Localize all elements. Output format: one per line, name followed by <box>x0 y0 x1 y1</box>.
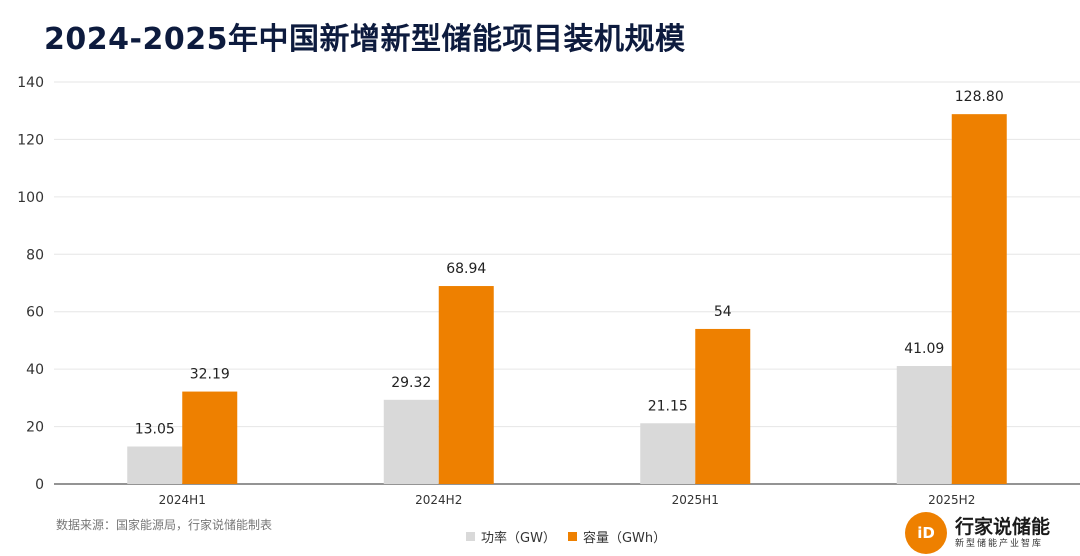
brand-text: 行家说储能 新型储能产业智库 <box>955 516 1050 550</box>
y-tick-label: 140 <box>17 75 44 91</box>
legend-item-capacity: 容量（GWh） <box>567 527 667 546</box>
legend-label-power: 功率（GW） <box>481 531 556 546</box>
y-tick-label: 80 <box>26 247 44 263</box>
bar-capacity <box>695 328 751 484</box>
brand-logo: iD 行家说储能 新型储能产业智库 <box>905 512 1050 554</box>
y-tick-label: 120 <box>17 132 44 148</box>
bar-power <box>896 366 952 484</box>
bar-capacity <box>182 391 238 484</box>
legend-item-power: 功率（GW） <box>466 527 556 546</box>
x-axis-ticks: 2024H1 2024H2 2025H1 2025H2 <box>159 493 976 507</box>
y-axis-ticks: 0 20 40 60 80 100 120 140 <box>17 75 44 493</box>
data-labels: 13.05 32.19 29.32 68.94 21.15 54 41.09 128.80 <box>135 89 1004 437</box>
data-label-power: 41.09 <box>904 341 944 357</box>
source-note: 数据来源：国家能源局，行家说储能制表 <box>56 518 273 532</box>
legend-label-capacity: 容量（GWh） <box>582 531 667 546</box>
data-label-power: 29.32 <box>391 375 431 391</box>
legend: 功率（GW） 容量（GWh） <box>466 527 678 546</box>
bar-capacity <box>438 286 494 484</box>
data-label-capacity: 54 <box>714 304 732 320</box>
y-tick-label: 100 <box>17 190 44 206</box>
bar-power <box>383 399 439 484</box>
data-label-capacity: 128.80 <box>955 89 1004 105</box>
legend-swatch-power <box>466 532 475 541</box>
data-label-capacity: 32.19 <box>190 367 230 383</box>
y-tick-label: 20 <box>26 420 44 436</box>
x-tick-label: 2025H1 <box>672 493 719 507</box>
y-tick-label: 40 <box>26 362 44 378</box>
x-tick-label: 2025H2 <box>928 493 975 507</box>
bar-chart: 0 20 40 60 80 100 120 140 13.05 32.19 29.32 68.94 2… <box>17 75 1080 507</box>
bar-power <box>640 423 696 484</box>
bar-power <box>127 446 183 484</box>
brand-mark-icon: iD <box>905 512 947 554</box>
bars <box>127 114 1007 484</box>
y-tick-label: 60 <box>26 305 44 321</box>
y-tick-label: 0 <box>35 477 44 493</box>
bar-capacity <box>951 114 1007 484</box>
brand-name: 行家说储能 <box>955 516 1051 538</box>
data-label-power: 13.05 <box>135 422 175 438</box>
chart-title: 2024-2025年中国新增新型储能项目装机规模 <box>44 22 686 57</box>
data-label-power: 21.15 <box>648 398 688 414</box>
legend-swatch-capacity <box>567 532 577 541</box>
x-tick-label: 2024H2 <box>415 493 462 507</box>
brand-tagline: 新型储能产业智库 <box>955 539 1044 549</box>
x-tick-label: 2024H1 <box>159 493 206 507</box>
data-label-capacity: 68.94 <box>446 261 486 277</box>
